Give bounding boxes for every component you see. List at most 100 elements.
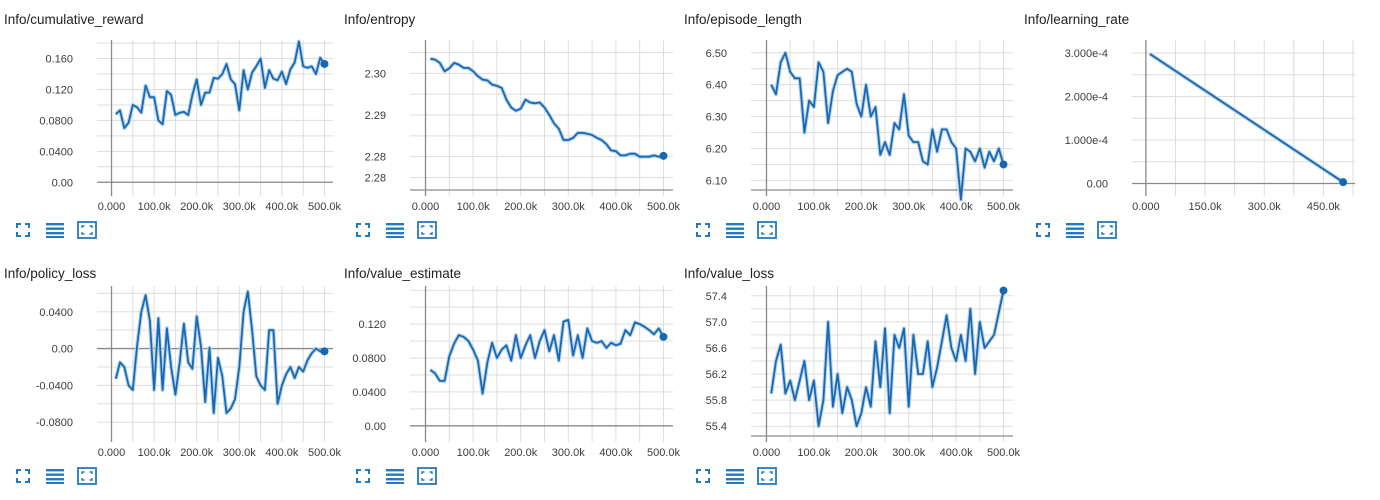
last-point-marker — [1339, 178, 1348, 187]
fit-domain-icon — [757, 220, 777, 244]
chart-title: Info/episode_length — [684, 12, 802, 27]
chart-card-episode-length: Info/episode_length 0.000 100.0k 200.0k 300… — [680, 0, 1021, 245]
chart-plot[interactable]: 0.000 100.0k 200.0k 300.0k 400.0k 500.0k 6.10 6… — [680, 0, 1021, 225]
fullscreen-button[interactable] — [12, 468, 34, 488]
x-tick-label: 200.0k — [845, 447, 879, 459]
series-line — [770, 290, 1005, 428]
chart-toolbar — [12, 220, 102, 244]
x-tick-label: 0.000 — [412, 447, 440, 459]
x-tick-label: 200.0k — [180, 447, 214, 459]
y-tick-label: 0.0400 — [352, 387, 386, 399]
data-table-button[interactable] — [384, 222, 406, 242]
y-tick-label: 2.28 — [365, 152, 386, 164]
y-tick-label: 2.30 — [365, 68, 386, 80]
y-tick-label: 0.120 — [45, 84, 73, 96]
fit-domain-button[interactable] — [416, 220, 438, 244]
y-tick-label: 57.4 — [706, 291, 727, 303]
fullscreen-button[interactable] — [1032, 222, 1054, 242]
data-table-icon — [46, 222, 64, 243]
x-tick-label: 0.000 — [412, 201, 440, 213]
fullscreen-button[interactable] — [12, 222, 34, 242]
x-tick-label: 300.0k — [552, 201, 586, 213]
x-tick-label: 0.000 — [98, 201, 126, 213]
chart-toolbar — [352, 466, 442, 490]
fit-domain-button[interactable] — [756, 466, 778, 490]
y-tick-label: -0.0400 — [36, 380, 73, 392]
series-line — [770, 51, 1005, 201]
chart-toolbar — [12, 466, 102, 490]
chart-plot[interactable]: 0.000 100.0k 200.0k 300.0k 400.0k 500.0k -0.08… — [0, 254, 342, 479]
series-line — [114, 290, 325, 414]
chart-title: Info/learning_rate — [1024, 12, 1130, 27]
y-tick-label: 57.0 — [706, 317, 727, 329]
x-tick-label: 500.0k — [987, 447, 1021, 459]
x-tick-label: 200.0k — [504, 447, 538, 459]
y-tick-label: 0.0400 — [39, 146, 73, 158]
y-tick-label: 0.00 — [52, 344, 73, 356]
fit-domain-button[interactable] — [76, 220, 98, 244]
chart-plot[interactable]: 0.000 100.0k 200.0k 300.0k 400.0k 500.0k 0.00 0… — [0, 0, 341, 225]
y-tick-label: 0.160 — [45, 54, 73, 66]
fit-domain-icon — [417, 220, 437, 244]
y-tick-label: 0.120 — [358, 319, 386, 331]
fullscreen-icon — [1036, 222, 1050, 242]
y-tick-label: 0.00 — [1087, 178, 1108, 190]
x-tick-label: 500.0k — [308, 447, 342, 459]
x-tick-label: 400.0k — [940, 201, 974, 213]
fit-domain-button[interactable] — [756, 220, 778, 244]
x-tick-label: 400.0k — [599, 447, 633, 459]
chart-plot[interactable]: 0.000 150.0k 300.0k 450.0k 0.00 1.000e-4 2.000… — [1020, 0, 1365, 225]
data-table-button[interactable] — [44, 468, 66, 488]
chart-plot[interactable]: 0.000 100.0k 200.0k 300.0k 400.0k 500.0k 0.00 0… — [340, 254, 680, 479]
x-tick-label: 200.0k — [180, 201, 214, 213]
fit-domain-icon — [417, 466, 437, 490]
x-tick-label: 100.0k — [138, 201, 172, 213]
x-tick-label: 0.000 — [98, 447, 126, 459]
data-table-icon — [46, 468, 64, 489]
chart-card-policy-loss: Info/policy_loss 0.000 100.0k 200.0k 300.0k… — [0, 254, 342, 499]
chart-card-value-loss: Info/value_loss 0.000 100.0k 200.0k 300.0k 4… — [680, 254, 1021, 499]
fit-domain-button[interactable] — [416, 466, 438, 490]
data-table-button[interactable] — [724, 468, 746, 488]
y-tick-label: 3.000e-4 — [1065, 48, 1108, 60]
chart-plot[interactable]: 0.000 100.0k 200.0k 300.0k 400.0k 500.0k 55.4 5… — [680, 254, 1021, 479]
x-tick-label: 200.0k — [845, 201, 879, 213]
fullscreen-button[interactable] — [692, 222, 714, 242]
data-table-icon — [726, 468, 744, 489]
y-tick-label: 55.4 — [706, 421, 727, 433]
data-table-button[interactable] — [1064, 222, 1086, 242]
last-point-marker — [659, 151, 668, 160]
series-raw-line — [114, 39, 327, 131]
y-tick-label: 0.0800 — [352, 353, 386, 365]
chart-toolbar — [1032, 220, 1122, 244]
series-line — [1149, 53, 1344, 183]
data-table-button[interactable] — [44, 222, 66, 242]
chart-plot[interactable]: 0.000 100.0k 200.0k 300.0k 400.0k 500.0k 2.28 2… — [340, 0, 680, 225]
fullscreen-button[interactable] — [692, 468, 714, 488]
x-tick-label: 300.0k — [892, 447, 926, 459]
y-tick-label: 56.2 — [706, 369, 727, 381]
data-table-icon — [726, 222, 744, 243]
x-tick-label: 0.000 — [1132, 201, 1160, 213]
chart-card-learning-rate: Info/learning_rate 0.000 150.0k 300.0k 450.… — [1020, 0, 1360, 245]
series-raw-line — [113, 289, 325, 415]
x-tick-label: 300.0k — [1248, 201, 1282, 213]
series-raw-line — [429, 317, 666, 396]
x-tick-label: 300.0k — [223, 447, 257, 459]
fullscreen-button[interactable] — [352, 222, 374, 242]
fit-domain-button[interactable] — [76, 466, 98, 488]
fullscreen-button[interactable] — [352, 468, 374, 488]
x-tick-label: 500.0k — [647, 447, 681, 459]
fullscreen-icon — [16, 222, 30, 242]
y-tick-label: 6.50 — [706, 48, 727, 60]
data-table-icon — [1066, 222, 1084, 243]
x-tick-label: 100.0k — [797, 201, 831, 213]
fit-domain-button[interactable] — [1096, 220, 1118, 242]
x-tick-label: 100.0k — [457, 447, 491, 459]
fit-domain-icon — [77, 220, 97, 244]
data-table-button[interactable] — [384, 468, 406, 488]
chart-grid — [751, 40, 1013, 196]
x-tick-label: 400.0k — [265, 201, 299, 213]
data-table-button[interactable] — [724, 222, 746, 242]
fit-domain-icon — [757, 466, 777, 490]
